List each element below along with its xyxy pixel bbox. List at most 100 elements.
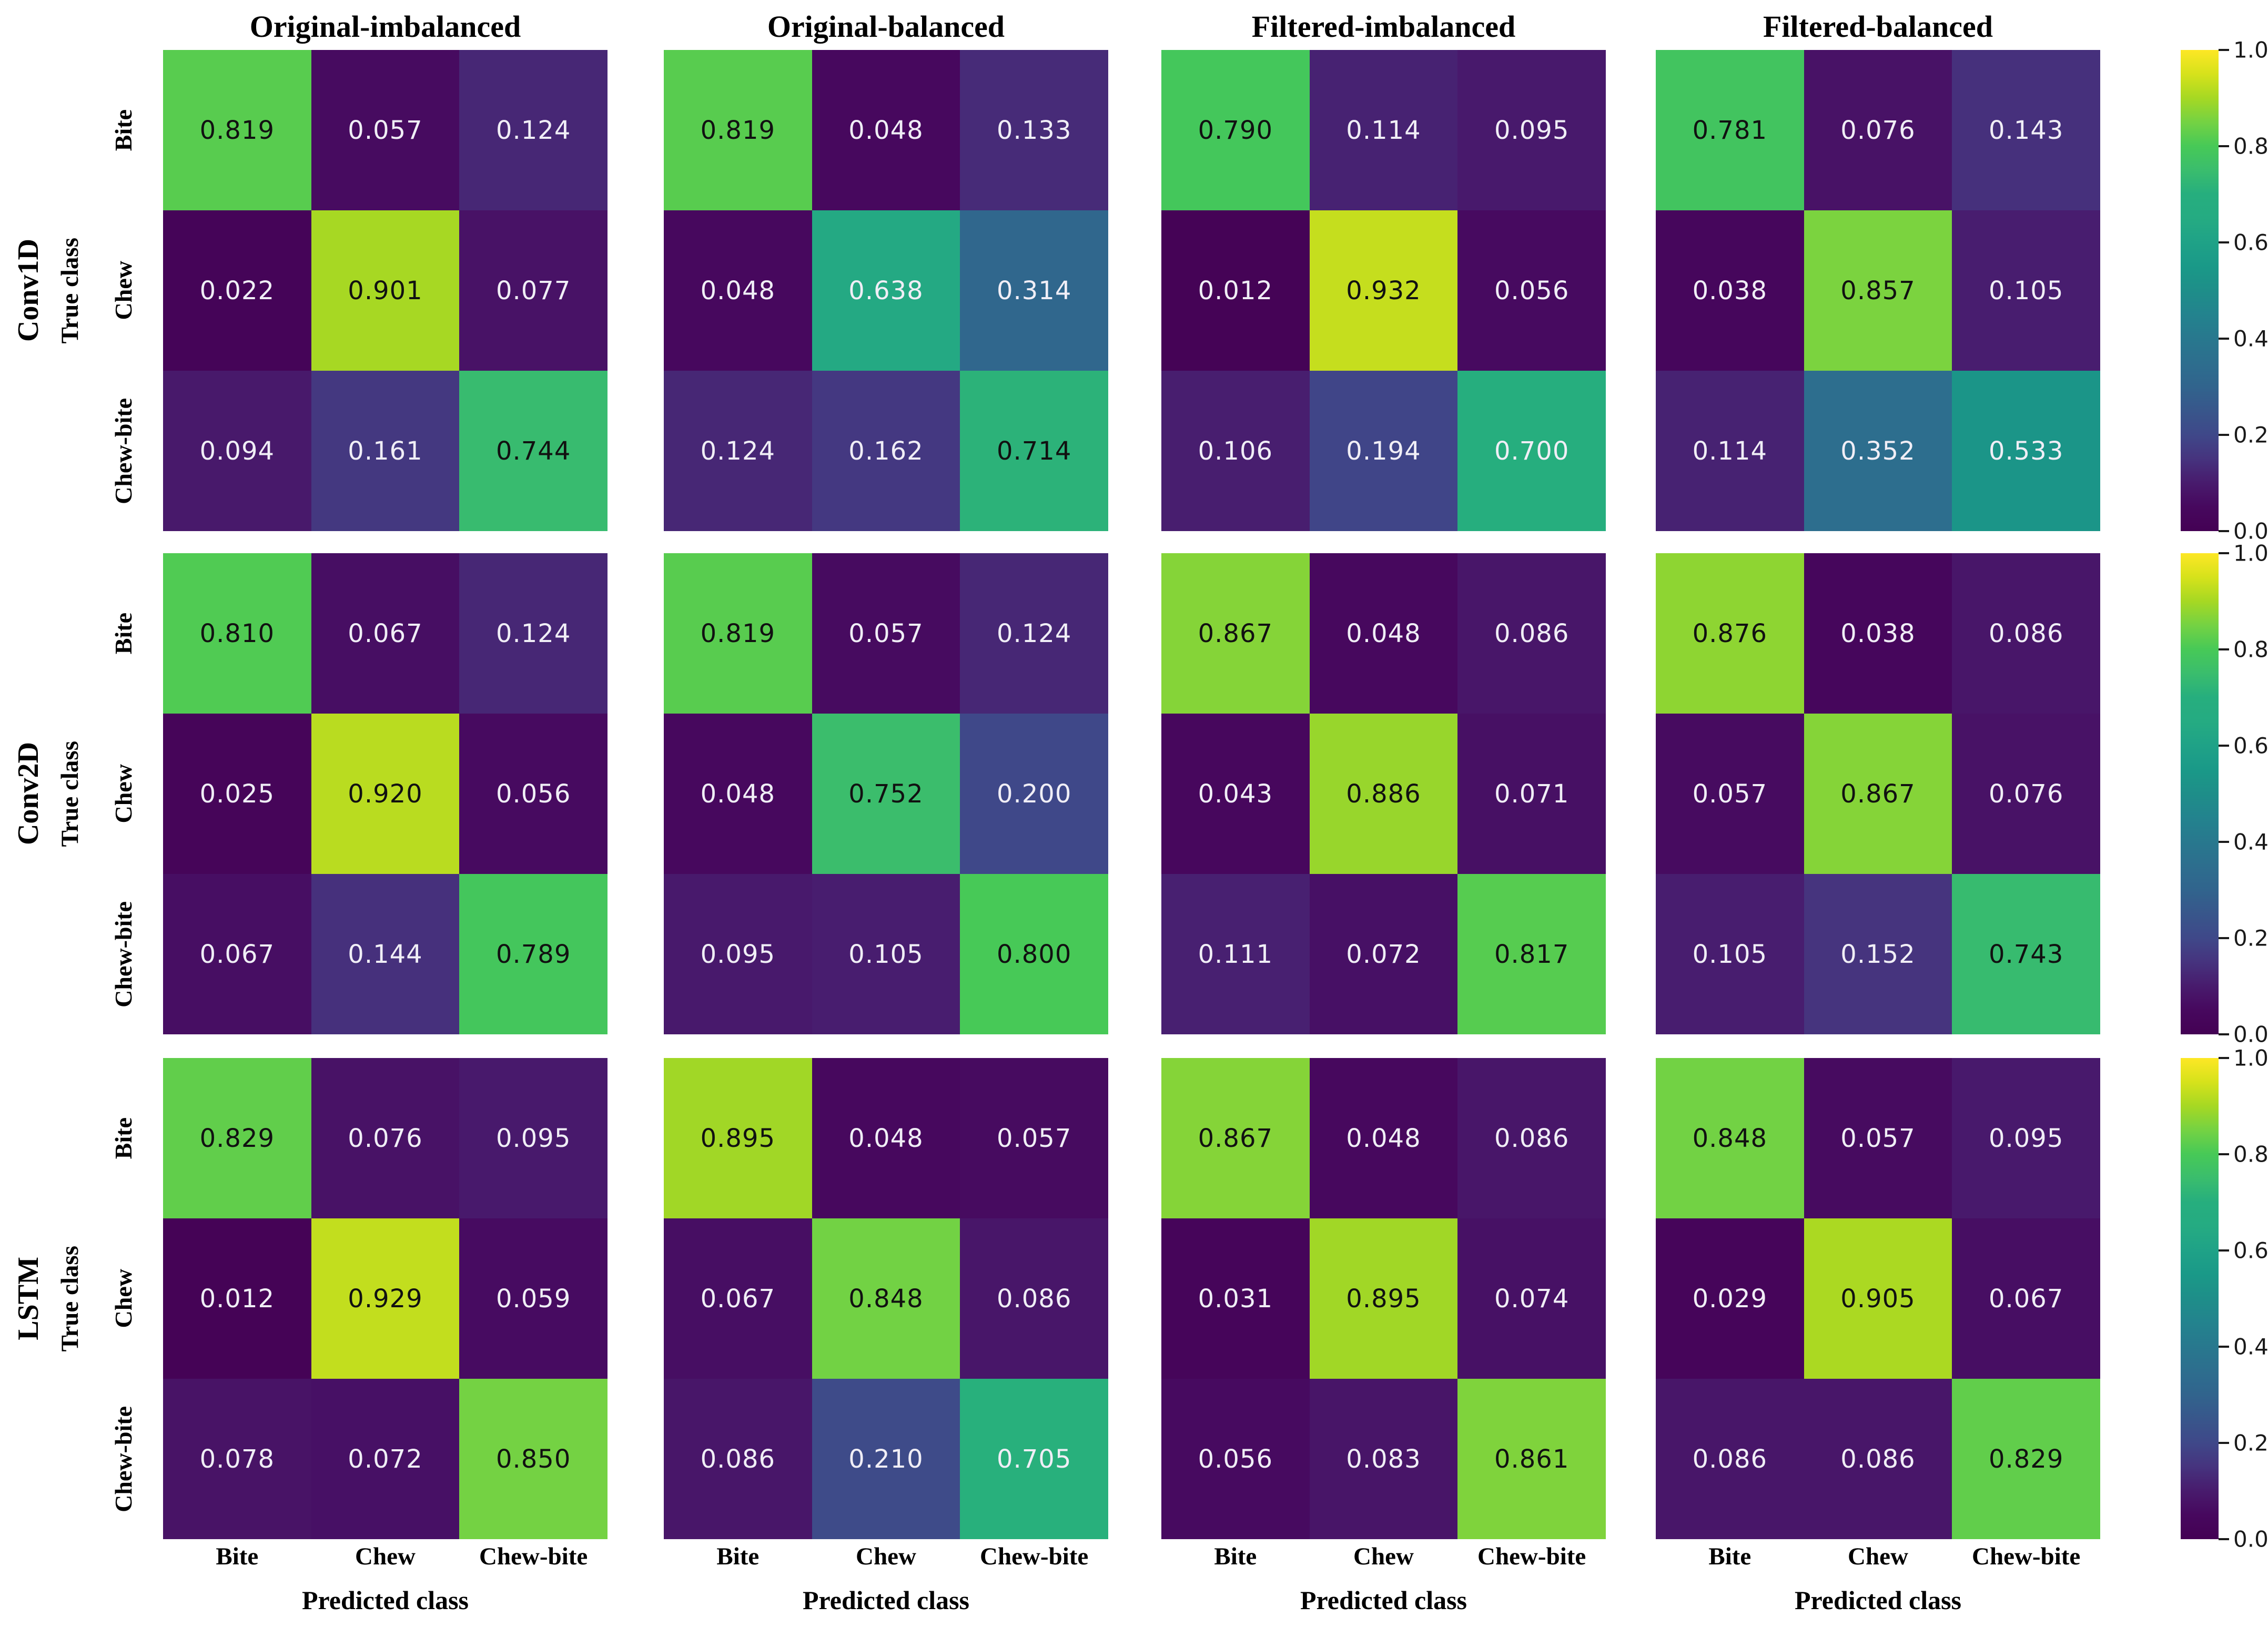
matrix-cell: 0.095 (1952, 1058, 2100, 1218)
matrix-cell: 0.067 (311, 553, 460, 714)
matrix-cell: 0.105 (1656, 874, 1804, 1034)
matrix-cell: 0.048 (664, 714, 812, 874)
y-axis-label-wrap: True class (53, 1058, 87, 1539)
colorbar-tick-label: 0.2 (2233, 422, 2268, 448)
colorbar-tick (2219, 434, 2229, 436)
matrix-cell: 0.048 (1309, 1058, 1458, 1218)
matrix-cell: 0.810 (163, 553, 311, 714)
matrix-cell: 0.929 (311, 1218, 460, 1379)
matrix-cell: 0.077 (459, 210, 608, 371)
matrix-cell: 0.114 (1656, 371, 1804, 531)
matrix-cell: 0.072 (311, 1379, 460, 1539)
matrix-cell: 0.124 (459, 50, 608, 210)
matrix-cell: 0.867 (1161, 553, 1310, 714)
matrix-cell: 0.819 (664, 50, 812, 210)
matrix-cell: 0.012 (1161, 210, 1310, 371)
colorbar-tick-label: 1.0 (2233, 1045, 2268, 1071)
colorbar: 1.0 0.8 0.6 0.4 0.2 0.0 (2181, 541, 2268, 1047)
matrix-cell: 0.133 (960, 50, 1108, 210)
matrix-cell: 0.111 (1161, 874, 1310, 1034)
matrix-cell: 0.920 (311, 714, 460, 874)
colorbar-tick (2219, 1057, 2229, 1059)
matrix-cell: 0.638 (812, 210, 960, 371)
matrix-cell: 0.700 (1457, 371, 1606, 531)
model-row-lstm: LSTM True class Bite Chew Chew-bite 0.829 0… (0, 1045, 2268, 1552)
matrix-cell: 0.076 (311, 1058, 460, 1218)
colorbar-tick-label: 0.4 (2233, 829, 2268, 855)
matrix-cell: 0.029 (1656, 1218, 1804, 1379)
matrix-cell: 0.194 (1309, 371, 1458, 531)
colorbar-tick (2219, 937, 2229, 939)
y-tick-chew: Chew (88, 1218, 158, 1379)
confusion-matrix-conv2d-filtered-imbalanced: 0.867 0.048 0.086 0.043 0.886 0.071 0.111 0.072… (1161, 553, 1606, 1034)
y-tick-chew: Chew (88, 210, 158, 371)
colorbar-gradient (2181, 553, 2219, 1034)
colorbar-tick-label: 1.0 (2233, 540, 2268, 566)
y-tick-text: Chew (109, 1269, 137, 1328)
matrix-cell: 0.210 (812, 1379, 960, 1539)
matrix-cell: 0.744 (459, 371, 608, 531)
colorbar-tick-label: 0.6 (2233, 1237, 2268, 1264)
matrix-cell: 0.095 (459, 1058, 608, 1218)
matrix-cell: 0.867 (1161, 1058, 1310, 1218)
colorbar-tick (2219, 530, 2229, 532)
y-tick-labels: Bite Chew Chew-bite (88, 1058, 158, 1539)
matrix-cell: 0.781 (1656, 50, 1804, 210)
model-label-wrap: Conv1D (6, 50, 50, 531)
matrix-cell: 0.124 (960, 553, 1108, 714)
confusion-matrix-lstm-filtered-balanced: 0.848 0.057 0.095 0.029 0.905 0.067 0.086 0.086… (1656, 1058, 2100, 1539)
y-tick-chew: Chew (88, 714, 158, 874)
matrix-cell: 0.076 (1952, 714, 2100, 874)
colorbar-tick-label: 0.4 (2233, 1334, 2268, 1360)
x-tick-chew: Chew (355, 1543, 416, 1570)
x-axis-label: Predicted class (301, 1585, 469, 1615)
colorbar: 1.0 0.8 0.6 0.4 0.2 0.0 (2181, 1045, 2268, 1552)
matrix-cell: 0.124 (459, 553, 608, 714)
matrix-cell: 0.790 (1161, 50, 1310, 210)
matrix-cell: 0.144 (311, 874, 460, 1034)
y-tick-text: Chew-bite (109, 901, 137, 1008)
matrix-cell: 0.817 (1457, 874, 1606, 1034)
matrix-cell: 0.057 (1804, 1058, 1952, 1218)
matrix-cell: 0.905 (1804, 1218, 1952, 1379)
confusion-matrix-conv2d-original-balanced: 0.819 0.057 0.124 0.048 0.752 0.200 0.095 0.105… (664, 553, 1108, 1034)
colorbar-tick-label: 0.8 (2233, 1141, 2268, 1167)
confusion-matrix-conv1d-original-balanced: 0.819 0.048 0.133 0.048 0.638 0.314 0.124 0.162… (664, 50, 1108, 531)
matrix-cell: 0.086 (1457, 553, 1606, 714)
matrix-cell: 0.048 (664, 210, 812, 371)
matrix-cell: 0.162 (812, 371, 960, 531)
matrix-cell: 0.789 (459, 874, 608, 1034)
model-label-conv1d: Conv1D (12, 239, 45, 342)
x-tick-bite: Bite (716, 1543, 760, 1570)
y-tick-text: Chew (109, 764, 137, 823)
colorbar-tick (2219, 552, 2229, 554)
matrix-cell: 0.106 (1161, 371, 1310, 531)
colorbar: 1.0 0.8 0.6 0.4 0.2 0.0 (2181, 37, 2268, 544)
confusion-matrix-conv1d-filtered-balanced: 0.781 0.076 0.143 0.038 0.857 0.105 0.114 0.352… (1656, 50, 2100, 531)
colorbar-tick-label: 1.0 (2233, 37, 2268, 63)
model-label-lstm: LSTM (12, 1257, 45, 1340)
x-tick-bite: Bite (1708, 1543, 1751, 1570)
confusion-matrix-conv2d-original-imbalanced: 0.810 0.067 0.124 0.025 0.920 0.056 0.067 0.144… (163, 553, 608, 1034)
y-tick-text: Bite (109, 612, 137, 655)
x-tick-chew: Chew (1848, 1543, 1908, 1570)
matrix-cell: 0.086 (1656, 1379, 1804, 1539)
model-row-conv1d: Conv1D True class Bite Chew Chew-bite 0.81… (0, 37, 2268, 544)
column-title-filtered-balanced: Filtered-balanced (1763, 9, 1993, 44)
matrix-cell: 0.705 (960, 1379, 1108, 1539)
y-axis-label-wrap: True class (53, 553, 87, 1034)
y-tick-text: Bite (109, 109, 137, 151)
y-tick-labels: Bite Chew Chew-bite (88, 553, 158, 1034)
matrix-cell: 0.067 (1952, 1218, 2100, 1379)
model-label-wrap: LSTM (6, 1058, 50, 1539)
matrix-cell: 0.086 (1952, 553, 2100, 714)
matrix-cell: 0.056 (1161, 1379, 1310, 1539)
matrix-cell: 0.057 (1656, 714, 1804, 874)
matrix-cell: 0.038 (1656, 210, 1804, 371)
matrix-cell: 0.850 (459, 1379, 608, 1539)
x-tick-chew-bite: Chew-bite (1972, 1543, 2081, 1570)
colorbar-tick-label: 0.2 (2233, 925, 2268, 951)
column-title-filtered-imbalanced: Filtered-imbalanced (1251, 9, 1516, 44)
matrix-cell: 0.161 (311, 371, 460, 531)
matrix-cell: 0.876 (1656, 553, 1804, 714)
